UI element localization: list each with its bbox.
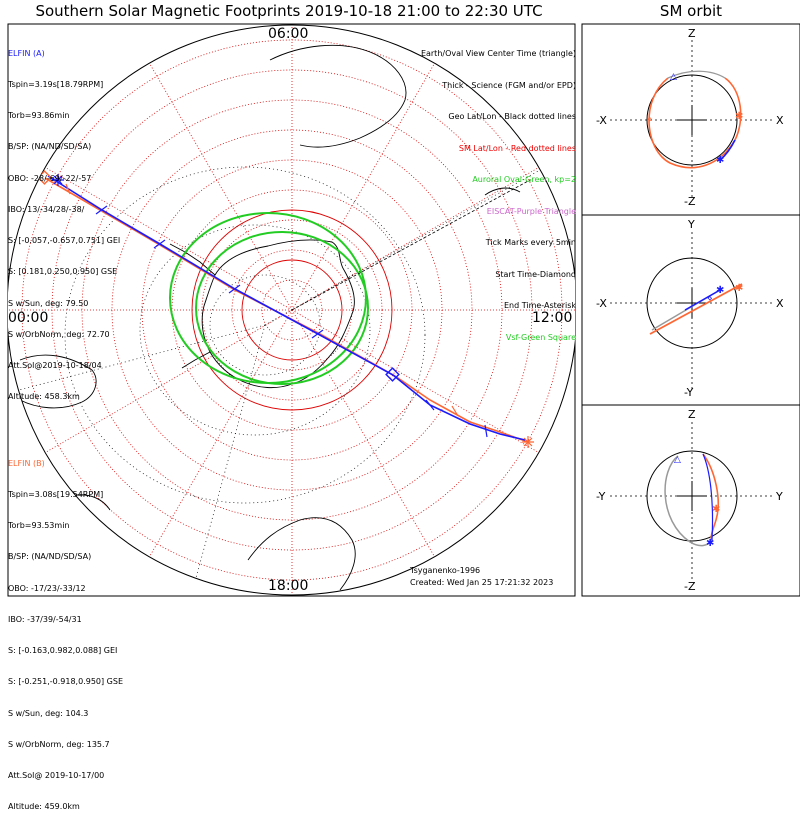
legend-item: Vsf-Green Square bbox=[505, 332, 576, 342]
orbit-panel-xz: △ ✱ ✱ ⋄ Z -Z -X X bbox=[596, 27, 784, 208]
svg-text:✱: ✱ bbox=[735, 111, 743, 122]
legend-item: Thick - Science (FGM and/or EPD) bbox=[442, 80, 576, 90]
svg-text:X: X bbox=[776, 297, 784, 310]
legend-item: Auroral Oval-Green, kp=2 bbox=[472, 175, 576, 184]
elfin-a-line: S w/Sun, deg: 79.50 bbox=[8, 298, 89, 308]
time-label-left: 00:00 bbox=[8, 310, 48, 326]
svg-text:△: △ bbox=[670, 72, 677, 82]
elfin-a-title: ELFIN (A) bbox=[8, 48, 45, 58]
elfin-b-line: S: [-0.163,0.982,0.088] GEI bbox=[8, 646, 118, 656]
view-direction-line bbox=[291, 179, 531, 311]
svg-text:✱: ✱ bbox=[716, 155, 724, 166]
svg-text:⋄: ⋄ bbox=[647, 115, 653, 125]
legend: Earth/Oval View Center Time (triangle) T… bbox=[421, 28, 576, 354]
elfin-b-line: S w/OrbNorm, deg: 135.7 bbox=[8, 739, 110, 749]
svg-text:-X: -X bbox=[596, 297, 607, 310]
time-label-right: 12:00 bbox=[532, 310, 572, 326]
sm-longitude-grid bbox=[8, 25, 575, 595]
svg-text:X: X bbox=[776, 114, 784, 127]
svg-text:✱: ✱ bbox=[712, 504, 720, 515]
elfin-b-line: IBO: -37/39/-54/31 bbox=[8, 614, 82, 624]
elfin-a-line: S w/OrbNorm, deg: 72.70 bbox=[8, 329, 110, 339]
elfin-b-info: ELFIN (B) Tspin=3.08s[19.54RPM] Torb=93.… bbox=[8, 438, 123, 823]
legend-item: Earth/Oval View Center Time (triangle) bbox=[420, 49, 576, 58]
svg-text:△: △ bbox=[674, 455, 681, 465]
svg-text:-X: -X bbox=[596, 114, 607, 127]
elfin-b-title: ELFIN (B) bbox=[8, 458, 45, 468]
sm-lat-60-circle bbox=[191, 209, 393, 411]
elfin-a-track bbox=[47, 175, 526, 441]
elfin-a-line: Altitude: 458.3km bbox=[8, 392, 80, 402]
elfin-b-line: S: [-0.251,-0.918,0.950] GSE bbox=[8, 677, 123, 687]
elfin-a-line: Att.Sol@2019-10-18/04 bbox=[8, 361, 102, 370]
elfin-a-line: Torb=93.86min bbox=[8, 111, 70, 121]
svg-text:⋄: ⋄ bbox=[707, 294, 713, 304]
orbit-panel-yz: △ ✱ ✱ Z -Z -Y Y bbox=[596, 408, 783, 593]
elfin-a-end-asterisk bbox=[52, 174, 64, 186]
svg-text:Y: Y bbox=[687, 218, 695, 231]
elfin-a-line: B/SP: (NA/ND/SD/SA) bbox=[8, 142, 92, 152]
elfin-a-ticks bbox=[95, 205, 488, 438]
svg-text:Y: Y bbox=[775, 490, 783, 503]
svg-text:-Z: -Z bbox=[684, 580, 696, 593]
elfin-a-line: OBO: -28/-69/-22/-57 bbox=[8, 173, 92, 183]
elfin-a-line: Tspin=3.19s[18.79RPM] bbox=[8, 80, 104, 90]
svg-text:Z: Z bbox=[688, 27, 696, 40]
elfin-a-info: ELFIN (A) Tspin=3.19s[18.79RPM] Torb=93.… bbox=[8, 28, 120, 413]
orbit-frame bbox=[581, 23, 800, 597]
elfin-b-ticks bbox=[65, 183, 459, 417]
sm-lat-70-circle bbox=[241, 259, 343, 361]
svg-text:-Y: -Y bbox=[596, 490, 606, 503]
page-title: Southern Solar Magnetic Footprints 2019-… bbox=[35, 2, 543, 20]
elfin-a-line: IBO: 13/-34/28/-38/ bbox=[8, 204, 85, 214]
svg-text:✱: ✱ bbox=[716, 285, 724, 296]
elfin-a-start-diamond bbox=[385, 367, 400, 382]
time-label-top: 06:00 bbox=[268, 26, 308, 42]
legend-item: Geo Lat/Lon - Black dotted lines bbox=[448, 112, 576, 121]
elfin-b-line: Att.Sol@ 2019-10-17/00 bbox=[8, 771, 105, 780]
svg-text:-Y: -Y bbox=[684, 386, 694, 399]
geo-grid bbox=[8, 166, 541, 595]
svg-text:✱: ✱ bbox=[735, 283, 743, 294]
legend-item: Start Time-Diamond bbox=[495, 269, 576, 279]
svg-text:Z: Z bbox=[688, 408, 696, 421]
figure: 06:00 00:00 12:00 18:00 Tsyganenko-1996 … bbox=[7, 23, 800, 597]
model-credit: Tsyganenko-1996 bbox=[409, 566, 480, 575]
elfin-b-line: Tspin=3.08s[19.54RPM] bbox=[8, 490, 104, 500]
legend-item: End Time-Asterisk bbox=[503, 301, 576, 310]
svg-text:✱: ✱ bbox=[706, 538, 714, 549]
svg-text:-Z: -Z bbox=[684, 195, 696, 208]
created-timestamp: Created: Wed Jan 25 17:21:32 2023 bbox=[410, 578, 553, 587]
legend-item: SM Lat/Lon - Red dotted lines bbox=[458, 143, 576, 153]
elfin-b-end-asterisk bbox=[522, 436, 534, 448]
elfin-a-line: S: [-0.057,-0.657,0.751] GEI bbox=[8, 236, 121, 246]
orbit-panel-title: SM orbit bbox=[659, 2, 723, 20]
time-label-bottom: 18:00 bbox=[268, 578, 308, 594]
auroral-oval bbox=[169, 212, 369, 385]
elfin-a-line: S: [0.181,0.250,0.950] GSE bbox=[8, 267, 118, 277]
elfin-b-line: S w/Sun, deg: 104.3 bbox=[8, 708, 89, 718]
orbit-panel-xy: ✱ ✱ ⋄ Y -Y -X X bbox=[596, 218, 784, 399]
legend-item: EISCAT-Purple Triangle bbox=[486, 206, 576, 216]
elfin-b-line: OBO: -17/23/-33/12 bbox=[8, 583, 86, 593]
elfin-b-line: B/SP: (NA/ND/SD/SA) bbox=[8, 552, 92, 562]
elfin-b-line: Altitude: 459.0km bbox=[8, 802, 80, 812]
elfin-b-line: Torb=93.53min bbox=[8, 521, 70, 531]
legend-item: Tick Marks every 5min bbox=[485, 238, 576, 247]
